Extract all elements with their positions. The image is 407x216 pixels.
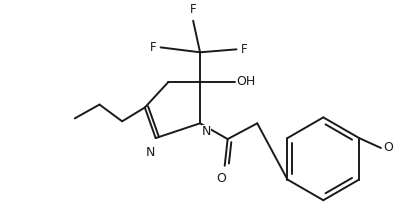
Text: OH: OH — [236, 75, 256, 88]
Text: F: F — [190, 3, 197, 16]
Text: N: N — [202, 125, 211, 138]
Text: O: O — [383, 141, 393, 154]
Text: O: O — [216, 172, 226, 185]
Text: N: N — [145, 146, 155, 159]
Text: F: F — [241, 43, 247, 56]
Text: F: F — [150, 41, 157, 54]
